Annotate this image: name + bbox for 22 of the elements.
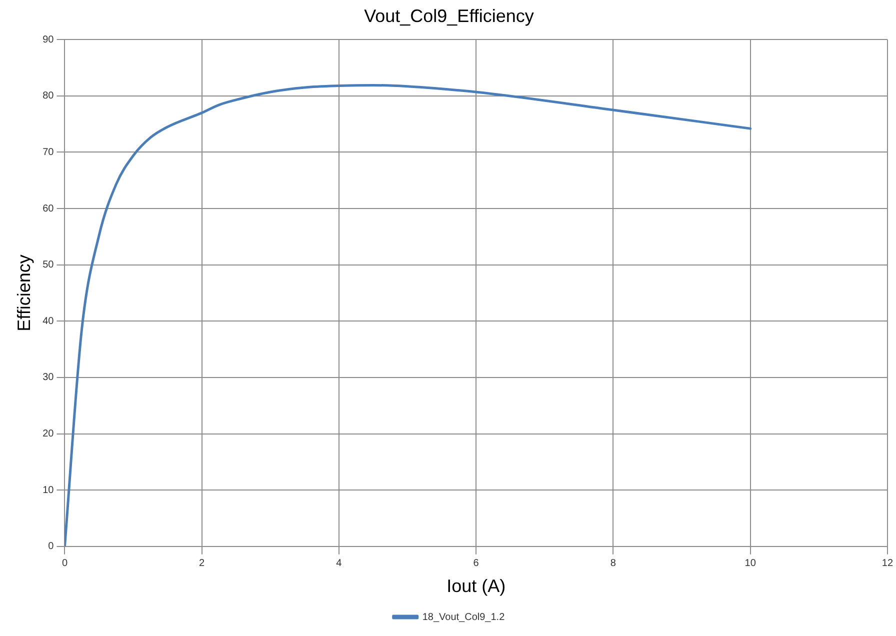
x-tick-label: 8: [610, 558, 616, 570]
y-tick-label: 80: [42, 90, 54, 102]
x-tick-label: 10: [744, 558, 756, 570]
x-tick-label: 12: [882, 558, 894, 570]
y-tick-label: 10: [42, 484, 54, 496]
y-tick-label: 90: [42, 34, 54, 46]
chart-title: Vout_Col9_Efficiency: [364, 6, 534, 26]
y-tick-label: 70: [42, 146, 54, 158]
x-tick-label: 4: [336, 558, 342, 570]
x-axis-title: Iout (A): [446, 576, 506, 596]
y-axis-title: Efficiency: [14, 254, 34, 332]
y-tick-label: 30: [42, 372, 54, 384]
legend-label: 18_Vout_Col9_1.2: [422, 612, 506, 623]
x-tick-label: 0: [62, 558, 68, 570]
y-tick-label: 20: [42, 428, 54, 440]
line-series: [64, 84, 752, 546]
y-tick-label: 60: [42, 203, 54, 214]
x-tick-label: 6: [473, 558, 480, 570]
x-tick-label: 2: [199, 558, 206, 570]
y-tick-label: 50: [42, 260, 54, 271]
y-tick-label: 0: [48, 541, 54, 552]
y-tick-label: 40: [42, 316, 54, 327]
